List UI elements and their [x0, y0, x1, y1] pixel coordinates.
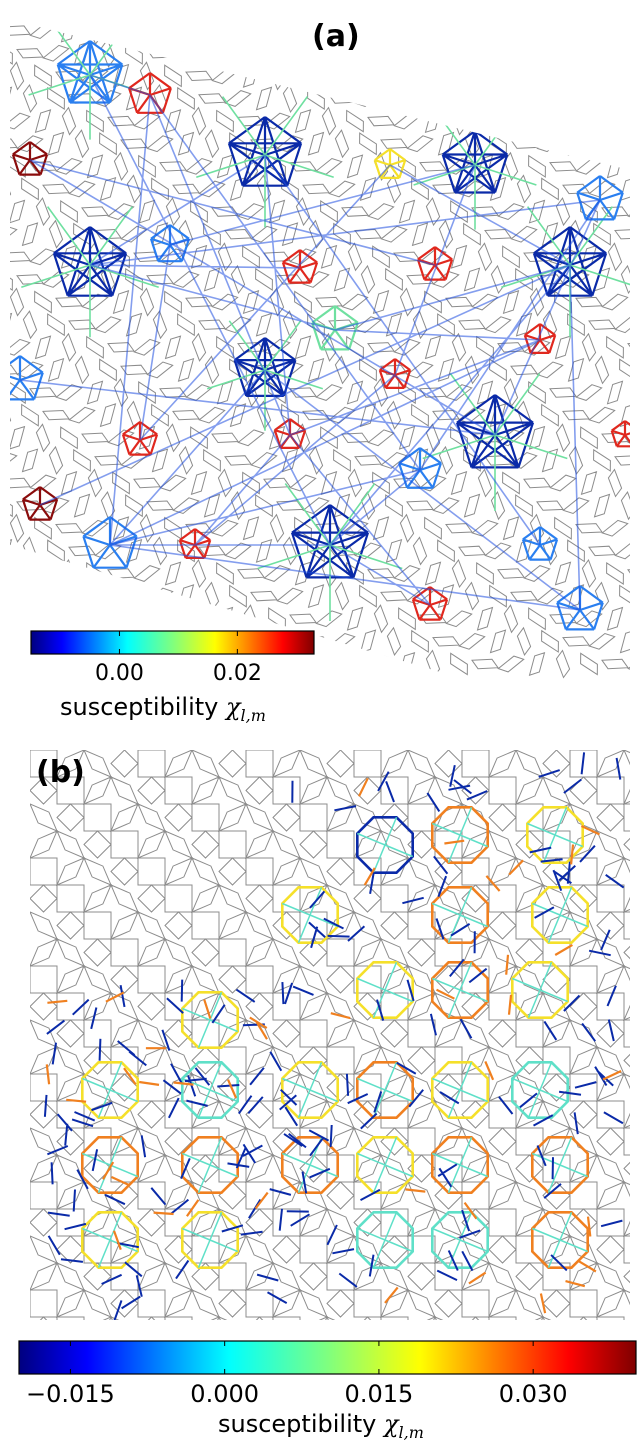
cb-tick-label: −0.015: [26, 1380, 115, 1408]
cb-tick-label: 0.00: [95, 661, 144, 686]
cluster-a-20: [178, 528, 212, 559]
octagon-cluster-21: [530, 1136, 590, 1194]
susceptibility-network-a: [10, 22, 630, 631]
cluster-a-24: [521, 526, 559, 561]
colorbar-a-label: susceptibility χl,m: [60, 693, 266, 725]
octagon-cluster-8: [510, 960, 570, 1020]
octagon-cluster-25: [430, 1211, 490, 1269]
cluster-a-4: [21, 206, 159, 338]
cluster-a-11: [10, 355, 44, 401]
panel-b: (b) −0.015 0.000 0.015 0.030 susceptibility…: [18, 750, 637, 1442]
cluster-a-26: [82, 516, 138, 569]
cluster-a-15: [378, 358, 412, 389]
tiling-b-edges: [30, 750, 630, 1320]
cluster-a-3: [413, 112, 537, 230]
octagon-cluster-0: [355, 815, 415, 875]
colorbar-b-label: susceptibility χl,m: [218, 1410, 424, 1442]
octagon-cluster-23: [181, 1211, 239, 1269]
colorbar-b-gradient: [18, 1340, 637, 1375]
octagon-cluster-14: [430, 1061, 490, 1119]
cb-tick-label: 0.030: [499, 1380, 568, 1408]
octagon-cluster-10: [81, 1061, 139, 1119]
octagon-cluster-19: [355, 1136, 415, 1194]
octagon-cluster-2: [525, 805, 585, 865]
octagon-cluster-5: [530, 885, 590, 945]
cluster-a-19: [21, 486, 59, 521]
cb-tick-label: 0.015: [345, 1380, 414, 1408]
colorbar-a: 0.00 0.02 susceptibility χl,m: [30, 630, 315, 725]
octagon-cluster-1: [430, 805, 490, 865]
susceptibility-network-b: [43, 752, 625, 1320]
cluster-a-14: [373, 148, 407, 179]
cb-tick-label: 0.000: [190, 1380, 259, 1408]
panel-a: (a) 0.00 0.02 susceptibility χl,m: [10, 19, 630, 725]
octagon-cluster-17: [181, 1136, 239, 1194]
cluster-a-13: [416, 246, 454, 281]
octagon-cluster-18: [280, 1136, 340, 1194]
colorbar-b: −0.015 0.000 0.015 0.030 susceptibility χl,…: [18, 1340, 637, 1442]
octagon-cluster-15: [510, 1061, 570, 1119]
cluster-a-1: [128, 72, 172, 114]
octagon-cluster-24: [355, 1211, 415, 1269]
octagon-cluster-3: [280, 885, 340, 945]
colorbar-a-gradient: [30, 630, 315, 655]
colorbar-b-ticks: −0.015 0.000 0.015 0.030: [26, 1341, 568, 1408]
ammann-beenker-tiling: [30, 750, 630, 1320]
cluster-a-17: [121, 421, 159, 456]
octagon-cluster-9: [181, 990, 239, 1049]
octagon-cluster-4: [430, 885, 490, 945]
cluster-a-28: [576, 175, 624, 221]
cluster-a-18: [11, 141, 49, 176]
cluster-a-6: [206, 320, 324, 431]
cluster-a-12: [281, 249, 319, 284]
cluster-a-7: [311, 305, 359, 351]
octagon-cluster-12: [280, 1061, 340, 1119]
panel-label-a: (a): [312, 19, 360, 54]
network-b: [43, 752, 625, 1320]
cluster-a-21: [411, 586, 449, 621]
octagon-cluster-13: [355, 1061, 415, 1119]
cluster-a-8: [422, 373, 568, 511]
cluster-a-23: [610, 420, 630, 448]
links-a: [19, 74, 601, 611]
octagon-cluster-20: [430, 1136, 490, 1194]
octagon-cluster-6: [355, 960, 415, 1020]
cb-tick-label: 0.02: [213, 661, 262, 686]
octagon-cluster-7: [430, 960, 490, 1020]
octagon-cluster-22: [81, 1211, 139, 1269]
accents-b: [45, 777, 622, 1314]
octagon-cluster-11: [181, 1061, 239, 1119]
colorbar-a-ticks: 0.00 0.02: [95, 631, 262, 686]
cluster-a-9: [257, 483, 403, 621]
panel-label-b: (b): [36, 755, 85, 790]
